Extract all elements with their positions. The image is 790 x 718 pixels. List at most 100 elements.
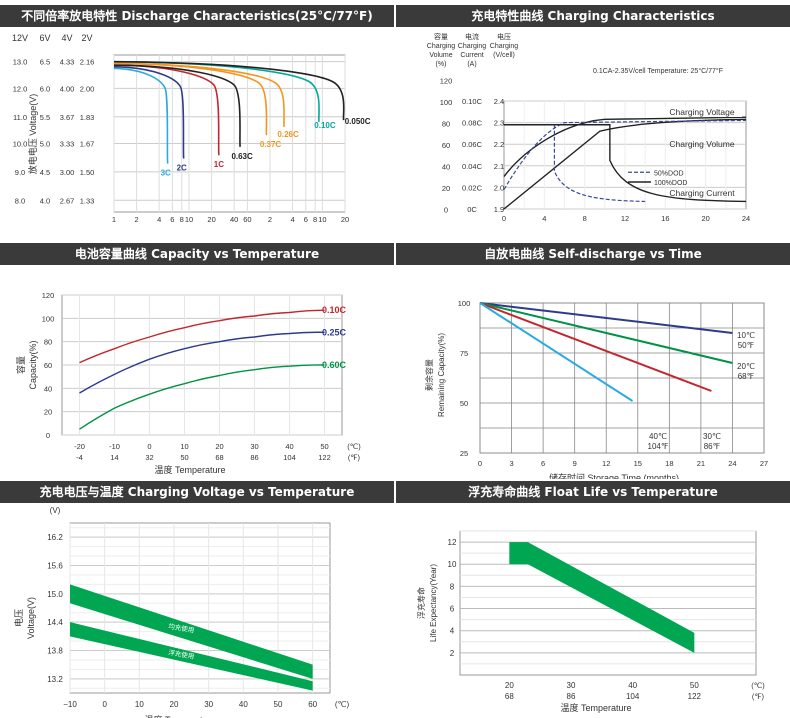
voltage-band-0 — [70, 584, 313, 679]
y-tick-label: 2 — [450, 649, 455, 658]
x-tick-label: 24 — [742, 214, 750, 223]
discharge-title: 不同倍率放电特性 Discharge Characteristics(25°C/… — [0, 5, 394, 27]
voltage-tick-label: 2.0 — [494, 183, 504, 192]
selfdischarge-title: 自放电曲线 Self-discharge vs Time — [396, 243, 790, 265]
voltage-header-label: 6V — [39, 33, 50, 43]
voltage-tick-label: 2.4 — [494, 97, 504, 106]
selfdischarge-panel: 自放电曲线 Self-discharge vs Time 100 75 50 25 0 3… — [396, 243, 790, 479]
series-label-68℉: 68℉ — [738, 372, 755, 381]
x-tick-label-c: -10 — [109, 442, 120, 451]
series-line-40℃ — [479, 302, 634, 402]
series-label-0.25C: 0.25C — [322, 327, 347, 337]
column-header-label: 容量 — [434, 32, 448, 41]
voltage-tick-label: 2.00 — [80, 84, 95, 93]
y-axis-title-cn: 电压 — [13, 609, 24, 627]
x-tick-hour: 2 — [268, 215, 272, 223]
y-axis-title-en: Voltage(V) — [26, 597, 36, 639]
volume-tick-label: 20 — [442, 184, 450, 193]
x-tick-label: 0 — [502, 214, 506, 223]
discharge-panel: 不同倍率放电特性 Discharge Characteristics(25°C/… — [0, 5, 394, 223]
voltage-tick-label: 8.0 — [15, 196, 25, 205]
x-tick-min: 1 — [112, 215, 116, 223]
current-tick-label: 0.04C — [462, 162, 483, 171]
x-tick-label: 21 — [697, 459, 705, 468]
x-axis-title: 温度 Temperature — [144, 714, 215, 718]
x-tick-label-f: 122 — [688, 692, 702, 701]
charging-title: 充电特性曲线 Charging Characteristics — [396, 5, 790, 27]
series-label-10℃: 10℃ — [737, 331, 755, 340]
x-tick-label: 40 — [239, 700, 248, 709]
column-header-label: (A) — [467, 61, 476, 68]
series-label-104℉: 104℉ — [648, 442, 669, 451]
volume-tick-label: 80 — [442, 120, 450, 129]
series-label-0.050C: 0.050C — [345, 117, 371, 126]
chargevoltage-chart: 16.2 15.6 15.0 14.4 13.8 13.2 (V) −10 0 10 20 30 40 5… — [13, 506, 349, 718]
volume-tick-label: 120 — [440, 77, 453, 86]
x-tick-label: 10 — [135, 700, 144, 709]
label-charging-voltage: Charging Voltage — [669, 107, 734, 117]
x-axis-title: 温度 Temperature — [154, 464, 225, 475]
series-curve-0.050C — [113, 60, 345, 121]
x-tick-label-c: 30 — [250, 442, 258, 451]
voltage-tick-label: 3.33 — [60, 140, 75, 149]
x-tick-label: 9 — [573, 459, 577, 468]
label-bg — [662, 107, 742, 118]
charging-volume-curve-100 — [503, 118, 747, 210]
voltage-tick-label: 4.0 — [40, 196, 50, 205]
x-tick-label-f: 68 — [215, 453, 223, 462]
y-tick-label: 13.2 — [47, 675, 63, 684]
voltage-tick-label: 2.2 — [494, 140, 504, 149]
x-tick-label: 20 — [701, 214, 709, 223]
y-axis-title-en: Remaining Capacity(%) — [437, 333, 446, 417]
series-label-0.26C: 0.26C — [277, 130, 299, 139]
series-label-20℃: 20℃ — [737, 362, 755, 371]
volume-tick-label: 100 — [440, 98, 453, 107]
x-tick-label-f: 68 — [505, 692, 514, 701]
column-header-label: Charging — [490, 43, 519, 50]
y-tick-label: 15.0 — [47, 590, 63, 599]
y-tick-label: 0 — [46, 431, 50, 440]
x-tick-hour: 6 — [304, 215, 308, 223]
voltage-tick-label: 1.9 — [494, 205, 504, 214]
x-tick-min: 6 — [170, 215, 174, 223]
floatlife-title: 浮充寿命曲线 Float Life vs Temperature — [396, 481, 790, 503]
charging-current-curve-50 — [553, 124, 646, 203]
x-tick-min: 10 — [185, 215, 193, 223]
voltage-tick-label: 1.50 — [80, 168, 95, 177]
series-label-40℃: 40℃ — [649, 432, 667, 441]
voltage-tick-label: 1.33 — [80, 196, 95, 205]
voltage-tick-label: 2.67 — [60, 196, 75, 205]
x-tick-label-c: 40 — [628, 681, 637, 690]
series-label-3C: 3C — [161, 169, 171, 178]
x-tick-label: 20 — [170, 700, 179, 709]
y-tick-label: 20 — [44, 408, 52, 417]
series-label-0.63C: 0.63C — [231, 152, 253, 161]
x-tick-label-c: 30 — [567, 681, 576, 690]
voltage-tick-label: 6.5 — [40, 58, 50, 67]
column-header-label: 电压 — [497, 32, 511, 41]
current-tick-label: 0.08C — [462, 119, 483, 128]
column-header-label: Charging — [427, 43, 456, 50]
y-tick-label: 15.6 — [47, 562, 63, 571]
voltage-tick-label: 13.0 — [13, 58, 28, 67]
y-tick-label: 13.8 — [47, 647, 63, 656]
x-tick-label-f: 32 — [145, 453, 153, 462]
x-tick-label-c: 20 — [215, 442, 223, 451]
series-curve-1C — [113, 64, 220, 156]
unit-f-label: (℉) — [348, 453, 361, 462]
x-tick-label-c: 50 — [320, 442, 328, 451]
legend-label-100: 100%DOD — [654, 180, 687, 187]
y-tick-label: 4 — [450, 627, 455, 636]
chargevoltage-title: 充电电压与温度 Charging Voltage vs Temperature — [0, 481, 394, 503]
voltage-tick-label: 9.0 — [15, 168, 25, 177]
x-tick-label: 18 — [665, 459, 673, 468]
series-curve-0.10C — [79, 309, 325, 364]
x-axis-title: 温度 Temperature — [560, 702, 631, 713]
x-tick-min: 40 — [230, 215, 238, 223]
x-tick-label: 27 — [760, 459, 768, 468]
x-tick-label-f: 86 — [567, 692, 576, 701]
unit-f-label: (℉) — [752, 692, 765, 701]
voltage-tick-label: 2.16 — [80, 58, 95, 67]
y-tick-label: 10 — [448, 560, 457, 569]
y-axis-title-cn: 浮充寿命 — [416, 587, 426, 619]
